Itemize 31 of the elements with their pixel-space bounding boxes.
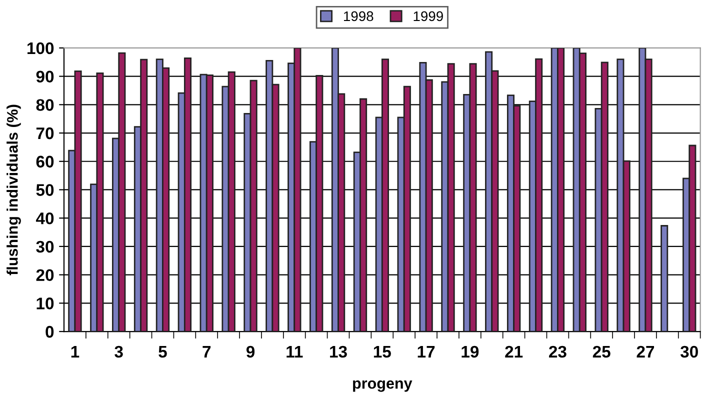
y-tick-label: 60 <box>36 156 54 168</box>
y-tick-label: 90 <box>36 70 54 83</box>
legend-label: 1999 <box>414 11 443 22</box>
y-tick-label: 30 <box>36 240 54 253</box>
y-tick-label: 70 <box>36 127 54 140</box>
y-axis-title: flushing individuals (%) <box>6 104 21 276</box>
x-tick-label: 30 <box>680 346 698 358</box>
y-tick-label: 10 <box>36 298 54 310</box>
x-tick-label: 11 <box>286 346 303 358</box>
x-tick-label: 15 <box>374 346 391 358</box>
x-tick-label: 5 <box>158 346 167 358</box>
legend-label: 1998 <box>344 11 374 22</box>
x-tick-label: 3 <box>114 346 123 358</box>
y-tick-label: 50 <box>36 184 54 196</box>
x-tick-label: 13 <box>330 346 347 358</box>
x-tick-label: 23 <box>549 346 566 358</box>
y-tick-label: 20 <box>36 269 54 282</box>
x-tick-label: 25 <box>592 346 610 358</box>
x-tick-label: 1 <box>71 346 80 358</box>
x-tick-label: 7 <box>202 346 211 358</box>
y-tick-label: 40 <box>36 212 54 224</box>
x-tick-label: 19 <box>462 346 479 358</box>
x-tick-label: 21 <box>505 346 523 358</box>
x-tick-label: 9 <box>246 346 255 358</box>
y-tick-label: 80 <box>36 99 54 111</box>
bar <box>660 225 668 332</box>
x-axis-title: progeny <box>353 380 412 392</box>
y-tick-label: 100 <box>28 42 54 54</box>
x-tick-label: 27 <box>636 346 654 358</box>
y-tick-label: 0 <box>46 326 54 338</box>
x-tick-label: 17 <box>418 346 435 358</box>
